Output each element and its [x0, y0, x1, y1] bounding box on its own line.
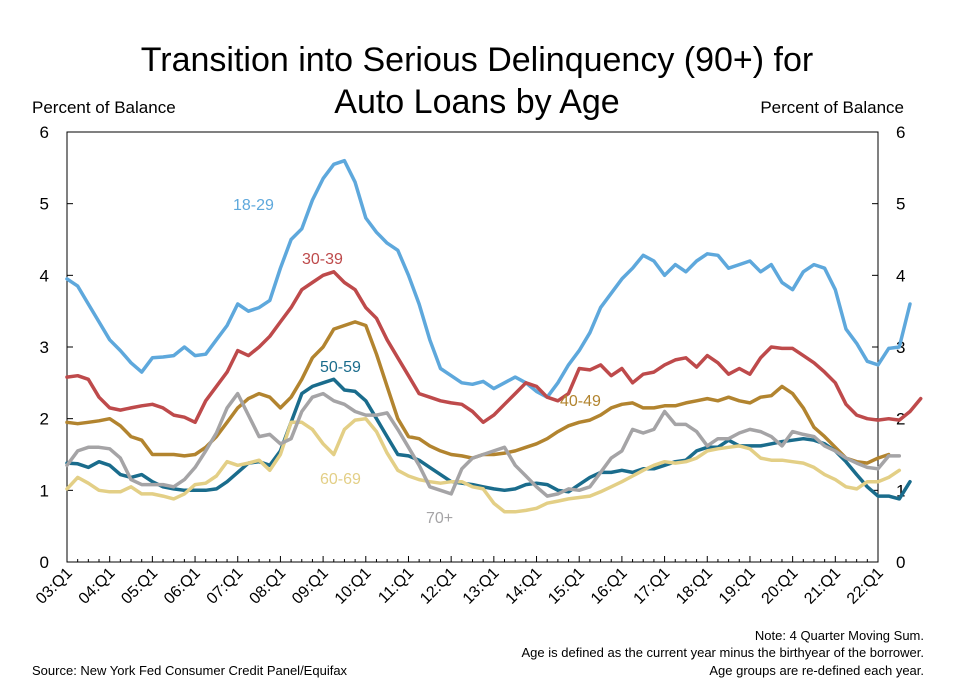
y-axis-label-left: Percent of Balance: [32, 98, 176, 117]
series-label-40-49: 40-49: [560, 393, 601, 410]
x-tick-label: 19:Q1: [716, 565, 759, 608]
x-tick-label: 22:Q1: [844, 565, 887, 608]
plot-frame: [66, 131, 879, 563]
y-tick-label-left: 0: [40, 553, 49, 572]
y-tick-label-right: 6: [896, 123, 905, 142]
y-tick-label-right: 0: [896, 553, 905, 572]
note-age-definition: Age is defined as the current year minus…: [521, 645, 925, 660]
x-tick-label: 10:Q1: [332, 565, 375, 608]
x-tick-label: 11:Q1: [375, 565, 417, 607]
series-line-60-69: [65, 416, 902, 514]
series-line-40-49: [65, 320, 891, 465]
source-note: Source: New York Fed Consumer Credit Pan…: [32, 663, 348, 678]
x-tick-label: 18:Q1: [673, 565, 716, 608]
y-tick-label-left: 2: [40, 410, 49, 429]
series-line-70+: [65, 391, 902, 498]
x-tick-label: 07:Q1: [204, 565, 247, 608]
x-tick-label: 09:Q1: [289, 565, 332, 608]
x-tick-label: 20:Q1: [759, 565, 802, 608]
y-axis-label-right: Percent of Balance: [760, 98, 904, 117]
y-tick-label-right: 4: [896, 266, 905, 285]
x-tick-label: 08:Q1: [246, 565, 289, 608]
x-tick-label: 04:Q1: [76, 565, 119, 608]
x-tick-label: 13:Q1: [460, 565, 503, 608]
y-tick-label-left: 1: [40, 481, 49, 500]
note-age-groups: Age groups are re-defined each year.: [709, 663, 924, 678]
x-tick-label: 14:Q1: [503, 565, 546, 608]
x-tick-label: 12:Q1: [417, 565, 460, 608]
x-tick-label: 17:Q1: [631, 565, 674, 608]
y-tick-label-left: 6: [40, 123, 49, 142]
x-tick-label: 15:Q1: [545, 565, 588, 608]
series-label-70+: 70+: [426, 510, 453, 527]
series-label-50-59: 50-59: [320, 359, 361, 376]
y-tick-label-right: 1: [896, 481, 905, 500]
series-line-50-59: [65, 377, 912, 501]
chart-title-line-1: Transition into Serious Delinquency (90+…: [140, 41, 814, 79]
y-tick-label-right: 5: [896, 195, 905, 214]
series-line-18-29: [65, 158, 912, 399]
note-moving-sum: Note: 4 Quarter Moving Sum.: [754, 628, 924, 643]
series-line-30-39: [65, 270, 923, 425]
x-tick-label: 21:Q1: [801, 565, 844, 608]
y-tick-label-left: 4: [40, 266, 49, 285]
x-tick-label: 16:Q1: [588, 565, 631, 608]
series-label-18-29: 18-29: [233, 197, 274, 214]
y-tick-label-left: 5: [40, 195, 49, 214]
x-tick-label: 05:Q1: [118, 565, 161, 608]
series-label-60-69: 60-69: [320, 471, 361, 488]
y-tick-label-left: 3: [40, 338, 49, 357]
x-tick-label: 06:Q1: [161, 565, 204, 608]
chart-title-line-2: Auto Loans by Age: [334, 83, 620, 121]
series-label-30-39: 30-39: [302, 251, 343, 268]
